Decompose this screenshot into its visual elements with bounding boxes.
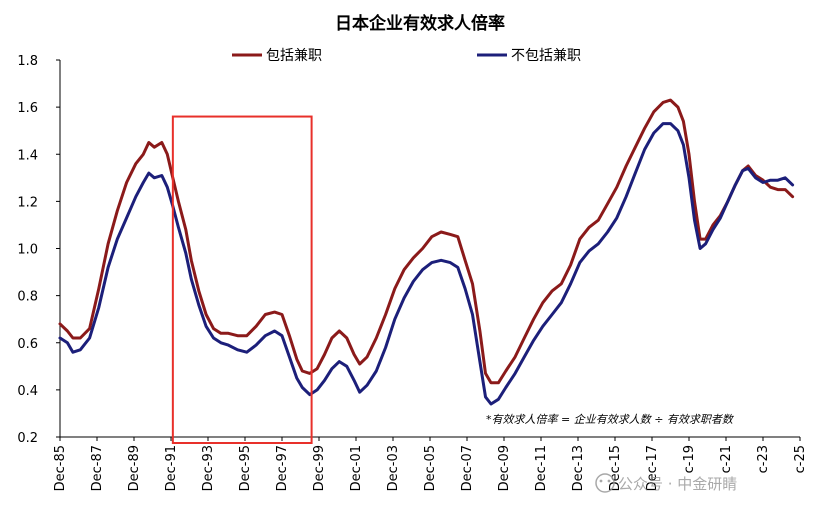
y-tick-label: 0.2 — [17, 431, 38, 446]
x-tick-label: Dec-97 — [275, 445, 290, 491]
x-tick-label: Dec-87 — [90, 445, 105, 491]
highlight-layer — [171, 115, 313, 445]
x-tick-label: Dec-13 — [571, 445, 586, 491]
x-tick-label: c-21 — [719, 445, 734, 473]
x-tick-label: c-23 — [756, 445, 771, 473]
chart-title: 日本企业有效求人倍率 — [335, 13, 505, 34]
x-tick-label: Dec-99 — [312, 445, 327, 491]
legend-label-excl-part-time: 不包括兼职 — [511, 48, 581, 64]
x-tick-label: Dec-05 — [423, 445, 438, 491]
y-tick-label: 1.0 — [17, 243, 38, 258]
watermark: 公众号 · 中金研睛 — [595, 473, 737, 493]
y-tick-label: 1.6 — [17, 101, 38, 116]
y-tick-label: 0.4 — [17, 384, 38, 399]
y-tick-label: 1.2 — [17, 195, 38, 210]
x-tick-label: Dec-85 — [53, 445, 68, 491]
x-tick-label: c-25 — [793, 445, 808, 473]
y-tick-label: 1.8 — [17, 54, 38, 69]
legend: 包括兼职 不包括兼职 — [232, 48, 581, 64]
y-tick-label: 0.6 — [17, 337, 38, 352]
y-axis: 1.8 1.6 1.4 1.2 1.0 0.8 0.6 0.4 0.2 — [17, 54, 61, 446]
x-tick-label: Dec-17 — [645, 445, 660, 491]
x-tick-label: Dec-07 — [460, 445, 475, 491]
x-tick-label: Dec-95 — [238, 445, 253, 491]
x-tick-label: Dec-09 — [497, 445, 512, 491]
x-tick-label: Dec-93 — [201, 445, 216, 491]
x-tick-label: Dec-03 — [386, 445, 401, 491]
series-layer — [58, 98, 795, 406]
chart-note: *有效求人倍率 = 企业有效求人数 ÷ 有效求职者数 — [486, 413, 735, 426]
x-tick-label: Dec-11 — [534, 445, 549, 491]
legend-label-incl-part-time: 包括兼职 — [266, 48, 322, 64]
x-tick-label: Dec-01 — [349, 445, 364, 491]
x-tick-label: Dec-91 — [164, 445, 179, 491]
series-line-excl-part-time — [58, 122, 795, 406]
x-axis: Dec-85 Dec-87 Dec-89 Dec-91 Dec-93 Dec-95 Dec-… — [53, 436, 808, 491]
highlight-box — [171, 115, 313, 445]
watermark-text: 公众号 · 中金研睛 — [618, 475, 737, 493]
x-tick-label: Dec-89 — [127, 445, 142, 491]
y-tick-label: 0.8 — [17, 290, 38, 305]
wechat-icon-dot — [607, 479, 611, 483]
x-tick-label: c-19 — [682, 445, 697, 473]
wechat-icon — [595, 473, 615, 493]
series-line-incl-part-time — [58, 98, 795, 385]
x-tick-label: Dec-15 — [608, 445, 623, 491]
wechat-icon-dot — [599, 479, 603, 483]
y-tick-label: 1.4 — [17, 148, 38, 163]
